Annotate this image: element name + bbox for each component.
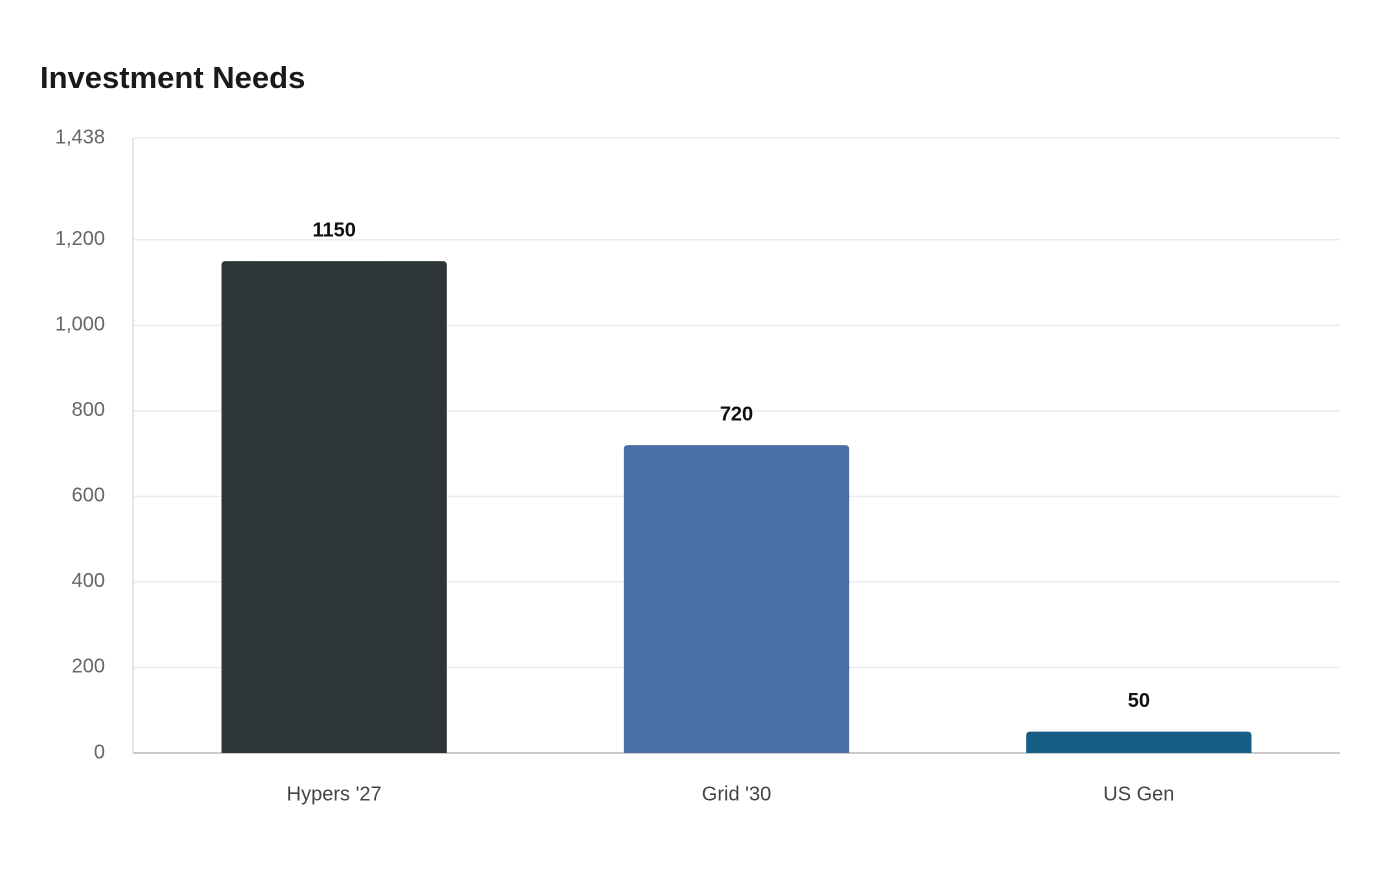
y-tick-label: 400: [72, 570, 105, 592]
x-tick-label: Hypers '27: [287, 783, 382, 805]
y-tick-label: 0: [94, 741, 105, 763]
data-label: 720: [720, 403, 753, 425]
y-tick-label: 800: [72, 399, 105, 421]
chart-title: Investment Needs: [40, 60, 305, 95]
data-label: 1150: [312, 219, 355, 241]
x-tick-label: US Gen: [1103, 783, 1174, 805]
bar: [221, 261, 447, 753]
bar: [1026, 731, 1252, 753]
y-tick-label: 600: [72, 485, 105, 507]
y-tick-label: 1,438: [55, 126, 105, 148]
x-tick-label: Grid '30: [702, 783, 771, 805]
data-label: 50: [1128, 690, 1150, 712]
bar: [623, 445, 850, 753]
y-tick-label: 1,200: [55, 228, 105, 250]
y-tick-label: 1,000: [55, 314, 105, 336]
y-tick-label: 200: [72, 656, 105, 678]
